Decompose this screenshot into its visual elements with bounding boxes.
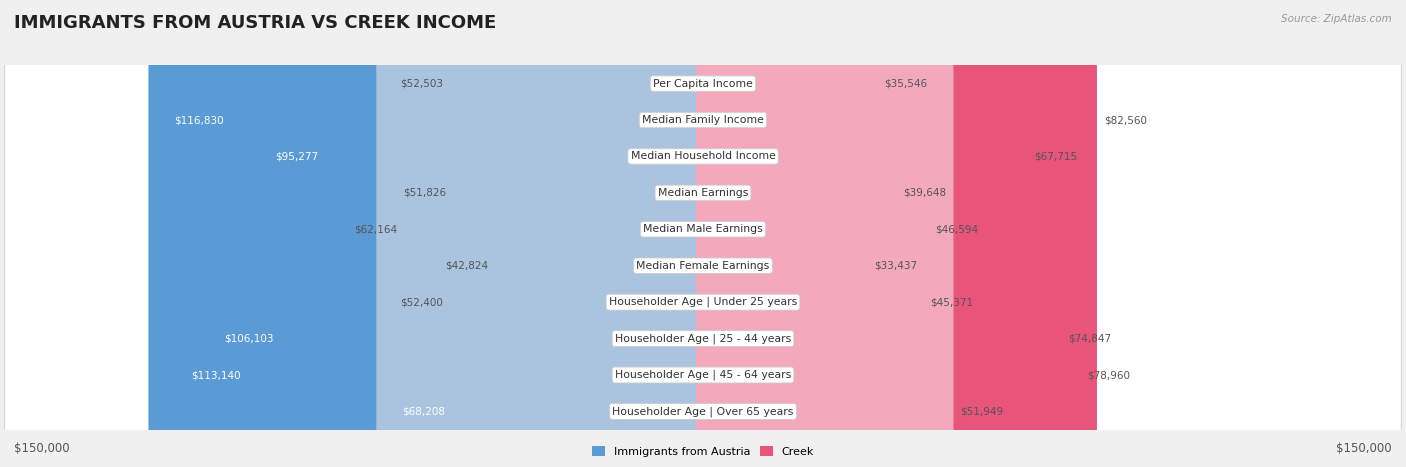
FancyBboxPatch shape [696, 0, 876, 467]
Text: $62,164: $62,164 [354, 224, 398, 234]
Text: $35,546: $35,546 [883, 78, 927, 89]
Text: Source: ZipAtlas.com: Source: ZipAtlas.com [1281, 14, 1392, 24]
Text: $67,715: $67,715 [1035, 151, 1077, 162]
FancyBboxPatch shape [4, 0, 1402, 467]
Text: Median Family Income: Median Family Income [643, 115, 763, 125]
Text: $51,949: $51,949 [960, 406, 1004, 417]
Text: $51,826: $51,826 [404, 188, 446, 198]
Text: $150,000: $150,000 [14, 442, 70, 455]
FancyBboxPatch shape [198, 0, 710, 467]
FancyBboxPatch shape [696, 0, 1028, 467]
FancyBboxPatch shape [377, 0, 710, 467]
FancyBboxPatch shape [696, 0, 866, 467]
Text: $78,960: $78,960 [1087, 370, 1130, 380]
FancyBboxPatch shape [405, 0, 710, 467]
Text: $74,847: $74,847 [1067, 333, 1111, 344]
FancyBboxPatch shape [696, 0, 928, 467]
Text: $52,503: $52,503 [399, 78, 443, 89]
FancyBboxPatch shape [4, 0, 1402, 467]
Text: $33,437: $33,437 [873, 261, 917, 271]
Text: $82,560: $82,560 [1104, 115, 1147, 125]
FancyBboxPatch shape [166, 0, 710, 467]
Text: Per Capita Income: Per Capita Income [652, 78, 754, 89]
FancyBboxPatch shape [696, 0, 953, 467]
Text: $116,830: $116,830 [174, 115, 224, 125]
FancyBboxPatch shape [4, 0, 1402, 467]
Text: $45,371: $45,371 [929, 297, 973, 307]
FancyBboxPatch shape [4, 0, 1402, 467]
Text: $113,140: $113,140 [191, 370, 240, 380]
Text: Householder Age | Under 25 years: Householder Age | Under 25 years [609, 297, 797, 307]
Text: $106,103: $106,103 [225, 333, 274, 344]
Text: Median Earnings: Median Earnings [658, 188, 748, 198]
Text: Median Female Earnings: Median Female Earnings [637, 261, 769, 271]
FancyBboxPatch shape [696, 0, 922, 467]
FancyBboxPatch shape [696, 0, 896, 467]
FancyBboxPatch shape [4, 0, 1402, 467]
Text: $68,208: $68,208 [402, 406, 446, 417]
FancyBboxPatch shape [696, 0, 1097, 467]
FancyBboxPatch shape [453, 0, 710, 467]
FancyBboxPatch shape [696, 0, 1080, 467]
FancyBboxPatch shape [4, 0, 1402, 467]
FancyBboxPatch shape [696, 0, 1060, 467]
Text: $95,277: $95,277 [276, 151, 318, 162]
Text: Householder Age | Over 65 years: Householder Age | Over 65 years [612, 406, 794, 417]
FancyBboxPatch shape [4, 0, 1402, 467]
Text: Householder Age | 25 - 44 years: Householder Age | 25 - 44 years [614, 333, 792, 344]
Text: $42,824: $42,824 [446, 261, 488, 271]
Text: $150,000: $150,000 [1336, 442, 1392, 455]
Text: Median Household Income: Median Household Income [630, 151, 776, 162]
FancyBboxPatch shape [149, 0, 710, 467]
Text: $52,400: $52,400 [401, 297, 443, 307]
FancyBboxPatch shape [450, 0, 710, 467]
FancyBboxPatch shape [249, 0, 710, 467]
Text: Median Male Earnings: Median Male Earnings [643, 224, 763, 234]
FancyBboxPatch shape [450, 0, 710, 467]
FancyBboxPatch shape [4, 0, 1402, 467]
Text: IMMIGRANTS FROM AUSTRIA VS CREEK INCOME: IMMIGRANTS FROM AUSTRIA VS CREEK INCOME [14, 14, 496, 32]
FancyBboxPatch shape [4, 0, 1402, 467]
FancyBboxPatch shape [495, 0, 710, 467]
Text: $39,648: $39,648 [903, 188, 946, 198]
Text: Householder Age | 45 - 64 years: Householder Age | 45 - 64 years [614, 370, 792, 380]
FancyBboxPatch shape [4, 0, 1402, 467]
Text: $46,594: $46,594 [935, 224, 979, 234]
Legend: Immigrants from Austria, Creek: Immigrants from Austria, Creek [592, 446, 814, 457]
